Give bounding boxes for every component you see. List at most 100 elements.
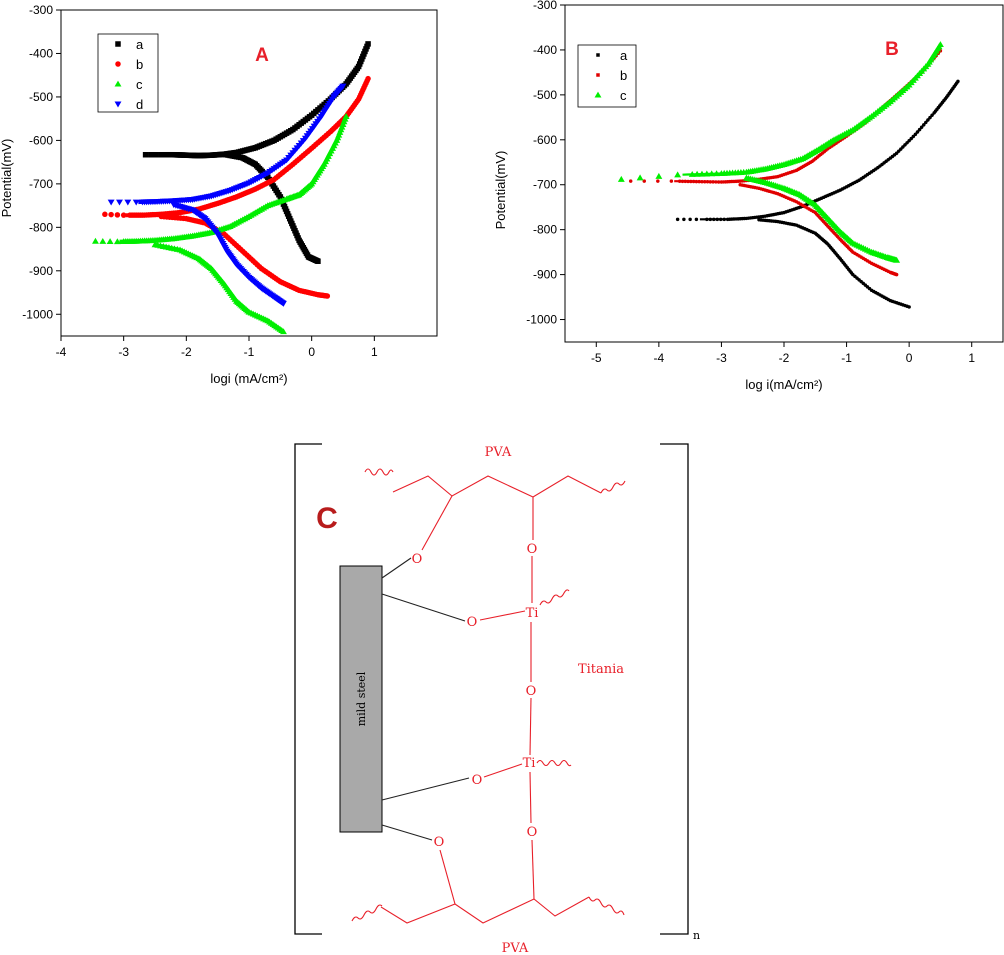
data-point xyxy=(114,212,121,218)
x-tick-label: -1 xyxy=(841,351,852,365)
y-tick-label: -300 xyxy=(29,3,53,17)
pva-bottom-label: PVA xyxy=(502,941,529,955)
x-tick-label: -2 xyxy=(181,345,192,359)
legend-marker-b xyxy=(115,61,121,67)
data-point xyxy=(124,199,132,206)
y-tick-label: -400 xyxy=(29,46,53,60)
legend-label-c: c xyxy=(136,77,143,92)
x-tick-label: -4 xyxy=(56,345,67,359)
series-b xyxy=(102,75,371,299)
right-bracket xyxy=(660,443,689,935)
oxygen-4: O xyxy=(526,684,537,699)
y-tick-label: -400 xyxy=(533,43,557,57)
data-marks-b xyxy=(617,41,960,309)
x-tick-label: -3 xyxy=(716,351,727,365)
oxygen-2: O xyxy=(527,542,538,557)
data-point xyxy=(669,179,674,183)
y-tick-label: -900 xyxy=(29,264,53,278)
y-tick-label: -500 xyxy=(533,88,557,102)
y-tick-label: -800 xyxy=(29,220,53,234)
pva-bottom-wavy-left xyxy=(351,904,383,922)
ti2-wavy xyxy=(536,759,572,767)
pva-top-wavy-right xyxy=(600,480,626,494)
legend-label-c: c xyxy=(620,88,627,103)
legend-marker-a xyxy=(115,41,121,47)
oxygen-3: O xyxy=(467,615,478,630)
y-tick-label: -600 xyxy=(29,133,53,147)
data-point xyxy=(655,172,663,179)
data-point xyxy=(694,217,699,222)
legend-box-b xyxy=(577,44,637,108)
bond-o4-ti2 xyxy=(529,697,532,756)
axes-a: -4 -3 -2 -1 0 1 -300 -400 -500 -600 -700 -800 -900 -1… xyxy=(22,3,378,359)
pva-bottom-chain xyxy=(380,896,590,924)
legend-marker-c xyxy=(114,80,122,87)
series-line-cathodic xyxy=(173,202,285,306)
x-axis-label-a: logi (mA/cm²) xyxy=(210,371,287,386)
data-point xyxy=(628,179,633,183)
y-axis-label-a: Potential(mV) xyxy=(0,139,14,218)
panel-label-c: C xyxy=(316,502,338,535)
x-tick-label: -5 xyxy=(591,351,602,365)
oxygen-1: O xyxy=(412,552,423,567)
series-line-anodic xyxy=(125,77,370,218)
series-a xyxy=(675,79,960,309)
ti1-wavy xyxy=(539,589,570,606)
data-point xyxy=(99,237,107,244)
x-tick-label: -2 xyxy=(779,351,790,365)
series-line-cathodic xyxy=(746,176,897,262)
data-point xyxy=(682,217,686,222)
oxygen-7: O xyxy=(434,835,445,850)
series-line-cathodic xyxy=(739,183,897,276)
x-tick-label: 0 xyxy=(308,345,315,359)
legend-b: abc xyxy=(577,44,637,108)
bond-ti2-o6 xyxy=(529,771,532,824)
series-line-cathodic xyxy=(758,218,910,309)
series-line-anodic xyxy=(682,43,942,176)
diagram-panel-c: C n PVA mild steel O O O Ti O Ti O O O T… xyxy=(294,443,700,955)
bond-pva-o1 xyxy=(421,495,453,551)
oxygen-6: O xyxy=(527,825,538,840)
left-bracket xyxy=(294,443,322,935)
y-tick-label: -1000 xyxy=(22,307,53,321)
y-tick-label: -500 xyxy=(29,90,53,104)
titanium-1: Ti xyxy=(526,606,539,621)
data-point xyxy=(132,199,140,206)
data-point xyxy=(688,217,692,222)
x-tick-label: 1 xyxy=(968,351,975,365)
x-tick-label: 1 xyxy=(371,345,378,359)
y-tick-label: -600 xyxy=(533,133,557,147)
oxygen-5: O xyxy=(472,773,483,788)
pva-bottom-wavy-right xyxy=(588,896,625,916)
pva-top-wavy-left xyxy=(364,468,394,476)
pva-top-chain xyxy=(392,475,602,498)
titanium-2: Ti xyxy=(523,756,536,771)
legend-label-a: a xyxy=(136,37,144,52)
bond-steel-o7 xyxy=(381,824,433,841)
data-point xyxy=(617,175,625,182)
series-d xyxy=(107,83,347,307)
legend-label-b: b xyxy=(620,68,627,83)
x-axis-label-b: log i(mA/cm²) xyxy=(745,377,822,392)
series-line-cathodic xyxy=(154,242,285,334)
data-point xyxy=(636,174,644,181)
data-point xyxy=(116,199,123,206)
axes-b: -5 -4 -3 -2 -1 0 1 -300 -400 -500 -600 -700 -800 -900… xyxy=(526,0,975,365)
chart-panel-a: -4 -3 -2 -1 0 1 -300 -400 -500 -600 -700 -800 -900 -1… xyxy=(0,3,438,386)
data-point xyxy=(102,211,108,218)
data-marks-a xyxy=(92,41,371,335)
data-point xyxy=(120,212,127,218)
x-tick-label: -3 xyxy=(118,345,129,359)
data-point xyxy=(106,238,114,245)
y-tick-label: -900 xyxy=(533,268,557,282)
data-point xyxy=(142,151,149,158)
pva-top-label: PVA xyxy=(485,445,512,460)
data-point xyxy=(675,217,680,222)
chart-panel-b: -5 -4 -3 -2 -1 0 1 -300 -400 -500 -600 -700 -800 -900… xyxy=(493,0,1004,392)
series-line-anodic xyxy=(138,84,345,205)
data-point xyxy=(153,151,159,158)
bond-o7-pva xyxy=(439,849,456,905)
bond-o6-pva xyxy=(531,839,535,900)
legend-marker-a xyxy=(596,53,600,57)
